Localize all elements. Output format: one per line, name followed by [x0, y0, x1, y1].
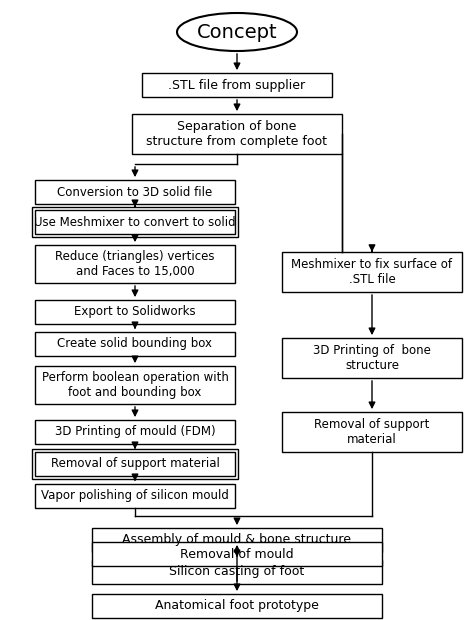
Text: Conversion to 3D solid file: Conversion to 3D solid file — [57, 185, 213, 198]
Text: .STL file from supplier: .STL file from supplier — [168, 79, 306, 92]
Bar — [32, 449, 238, 479]
Bar — [282, 338, 462, 378]
Text: Meshmixer to fix surface of
.STL file: Meshmixer to fix surface of .STL file — [292, 258, 453, 286]
Text: Reduce (triangles) vertices
and Faces to 15,000: Reduce (triangles) vertices and Faces to… — [55, 250, 215, 278]
Text: Use Meshmixer to convert to solid: Use Meshmixer to convert to solid — [34, 216, 236, 229]
Bar — [35, 210, 235, 234]
Text: 3D Printing of mould (FDM): 3D Printing of mould (FDM) — [55, 425, 215, 438]
Text: Concept: Concept — [197, 22, 277, 42]
Bar — [35, 180, 235, 204]
Bar — [32, 207, 238, 237]
Bar — [282, 412, 462, 452]
Text: 3D Printing of  bone
structure: 3D Printing of bone structure — [313, 344, 431, 372]
Bar — [35, 332, 235, 356]
Bar — [35, 452, 235, 476]
Text: Removal of support material: Removal of support material — [51, 458, 219, 471]
Text: Silicon casting of foot: Silicon casting of foot — [169, 565, 305, 578]
Text: Separation of bone
structure from complete foot: Separation of bone structure from comple… — [146, 120, 328, 148]
Bar — [92, 542, 382, 566]
Bar — [35, 245, 235, 283]
Bar — [92, 560, 382, 584]
Bar — [282, 252, 462, 292]
Bar — [35, 366, 235, 404]
Bar — [35, 420, 235, 444]
Text: Removal of mould: Removal of mould — [180, 547, 294, 560]
Bar — [35, 300, 235, 324]
Text: Vapor polishing of silicon mould: Vapor polishing of silicon mould — [41, 490, 229, 502]
Bar — [92, 528, 382, 552]
Text: Create solid bounding box: Create solid bounding box — [57, 337, 212, 350]
Bar — [35, 484, 235, 508]
Text: Removal of support
material: Removal of support material — [314, 418, 430, 446]
Ellipse shape — [177, 13, 297, 51]
Text: Perform boolean operation with
foot and bounding box: Perform boolean operation with foot and … — [42, 371, 228, 399]
Bar — [92, 594, 382, 618]
Text: Assembly of mould & bone structure: Assembly of mould & bone structure — [122, 533, 352, 546]
Text: Anatomical foot prototype: Anatomical foot prototype — [155, 600, 319, 613]
Bar — [142, 73, 332, 97]
Text: Export to Solidworks: Export to Solidworks — [74, 306, 196, 319]
Bar — [132, 114, 342, 154]
